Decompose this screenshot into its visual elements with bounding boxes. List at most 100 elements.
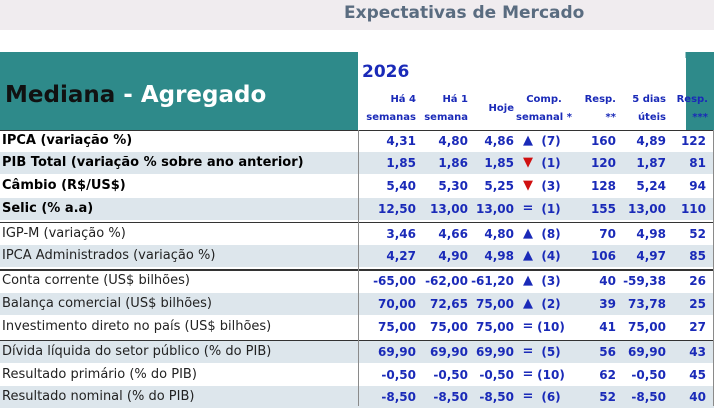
- value-5-business-days: 4,89: [636, 134, 666, 148]
- heading-agregado: Agregado: [140, 82, 267, 108]
- value-1-week-ago: 69,90: [430, 345, 468, 359]
- value-5-business-days: 69,90: [628, 345, 666, 359]
- value-today: 13,00: [476, 202, 514, 216]
- respondents-5-days: 94: [689, 179, 706, 193]
- respondents: 62: [599, 368, 616, 382]
- table-row: Conta corrente (US$ bilhões) -65,00 -62,00…: [0, 270, 714, 292]
- column-header-5-line2: **: [605, 112, 616, 123]
- weekly-comparison-count: (5): [541, 345, 561, 359]
- value-today: 4,80: [484, 227, 514, 241]
- respondents: 106: [590, 249, 616, 263]
- value-4-weeks-ago: 3,46: [386, 227, 416, 241]
- arrow-up-icon: ▲: [523, 226, 533, 241]
- row-label: IPCA Administrados (variação %): [2, 248, 216, 263]
- arrow-up-icon: ▲: [523, 248, 533, 263]
- column-header-1-line1: Há 4: [390, 94, 416, 105]
- value-today: 75,00: [476, 320, 514, 334]
- year-label: 2026: [362, 62, 410, 82]
- respondents: 56: [599, 345, 616, 359]
- weekly-comparison-count: (8): [541, 227, 561, 241]
- value-1-week-ago: -8,50: [433, 390, 468, 404]
- column-header-7-line2: ***: [692, 112, 708, 123]
- table-row: Câmbio (R$/US$) 5,40 5,30 5,25 (3) 128 5,24 94 ▼: [0, 175, 714, 197]
- row-separator: [0, 340, 714, 341]
- arrow-up-icon: ▲: [523, 296, 533, 311]
- respondents: 40: [599, 274, 616, 288]
- value-5-business-days: 13,00: [628, 202, 666, 216]
- row-separator: [0, 130, 714, 131]
- table-row: Selic (% a.a) 12,50 13,00 13,00 (1) 155 13,00 1…: [0, 198, 714, 220]
- row-label: Resultado primário (% do PIB): [2, 367, 197, 382]
- heading-dash: -: [123, 82, 133, 108]
- respondents: 128: [590, 179, 616, 193]
- respondents: 41: [599, 320, 616, 334]
- year-card: [358, 52, 686, 131]
- column-header-6-line1: 5 dias: [632, 94, 666, 105]
- arrow-down-icon: ▼: [523, 178, 533, 193]
- column-header-3-line1: Hoje: [488, 103, 514, 114]
- column-header-2-line1: Há 1: [442, 94, 468, 105]
- row-separator: [0, 222, 714, 223]
- respondents: 39: [599, 297, 616, 311]
- value-1-week-ago: 13,00: [430, 202, 468, 216]
- value-5-business-days: 4,98: [636, 227, 666, 241]
- respondents-5-days: 27: [689, 320, 706, 334]
- respondents: 155: [590, 202, 616, 216]
- value-5-business-days: 73,78: [628, 297, 666, 311]
- value-4-weeks-ago: -0,50: [381, 368, 416, 382]
- value-5-business-days: -8,50: [631, 390, 666, 404]
- table-row: IPCA (variação %) 4,31 4,80 4,86 (7) 160 4,89 1…: [0, 130, 714, 152]
- weekly-comparison-count: (3): [541, 179, 561, 193]
- table-row: Dívida líquida do setor público (% do PI…: [0, 341, 714, 363]
- equal-icon: =: [522, 319, 534, 334]
- respondents: 120: [590, 156, 616, 170]
- table-row: IPCA Administrados (variação %) 4,27 4,90 4…: [0, 245, 714, 267]
- value-today: 4,86: [484, 134, 514, 148]
- row-label: Investimento direto no país (US$ bilhões…: [2, 319, 272, 334]
- value-4-weeks-ago: 12,50: [378, 202, 416, 216]
- weekly-comparison-count: (6): [541, 390, 561, 404]
- respondents-5-days: 45: [689, 368, 706, 382]
- value-1-week-ago: 4,66: [438, 227, 468, 241]
- row-label: IPCA (variação %): [2, 133, 133, 148]
- value-4-weeks-ago: 75,00: [378, 320, 416, 334]
- value-1-week-ago: 75,00: [430, 320, 468, 334]
- header-band: [0, 52, 358, 130]
- table-row: Balança comercial (US$ bilhões) 70,00 72,6…: [0, 293, 714, 315]
- value-4-weeks-ago: 4,27: [386, 249, 416, 263]
- row-label: Conta corrente (US$ bilhões): [2, 273, 190, 288]
- column-header-4-line1: Comp.: [526, 94, 562, 105]
- equal-icon: =: [522, 344, 534, 359]
- top-banner: Expectativas de Mercado: [0, 0, 714, 30]
- value-today: 75,00: [476, 297, 514, 311]
- value-4-weeks-ago: -65,00: [373, 274, 416, 288]
- value-today: 4,98: [484, 249, 514, 263]
- value-4-weeks-ago: -8,50: [381, 390, 416, 404]
- value-today: -61,20: [471, 274, 514, 288]
- respondents: 70: [599, 227, 616, 241]
- value-5-business-days: -59,38: [623, 274, 666, 288]
- arrow-up-icon: ▲: [523, 133, 533, 148]
- row-label: Selic (% a.a): [2, 201, 94, 216]
- value-4-weeks-ago: 5,40: [386, 179, 416, 193]
- column-divider: [358, 130, 359, 406]
- equal-icon: =: [522, 389, 534, 404]
- value-1-week-ago: 5,30: [438, 179, 468, 193]
- arrow-up-icon: ▲: [523, 273, 533, 288]
- weekly-comparison-count: (10): [537, 320, 565, 334]
- respondents: 160: [590, 134, 616, 148]
- value-1-week-ago: 4,80: [438, 134, 468, 148]
- row-label: Câmbio (R$/US$): [2, 178, 126, 193]
- table-row: Resultado primário (% do PIB) -0,50 -0,50-…: [0, 364, 714, 386]
- value-4-weeks-ago: 4,31: [386, 134, 416, 148]
- column-header-4-line2: semanal *: [516, 112, 572, 123]
- respondents-5-days: 26: [689, 274, 706, 288]
- table-row: Investimento direto no país (US$ bilhões…: [0, 316, 714, 338]
- weekly-comparison-count: (3): [541, 274, 561, 288]
- respondents-5-days: 40: [689, 390, 706, 404]
- row-label: PIB Total (variação % sobre ano anterior…: [2, 155, 304, 170]
- respondents: 52: [599, 390, 616, 404]
- value-today: 69,90: [476, 345, 514, 359]
- arrow-down-icon: ▼: [523, 155, 533, 170]
- value-1-week-ago: 1,86: [438, 156, 468, 170]
